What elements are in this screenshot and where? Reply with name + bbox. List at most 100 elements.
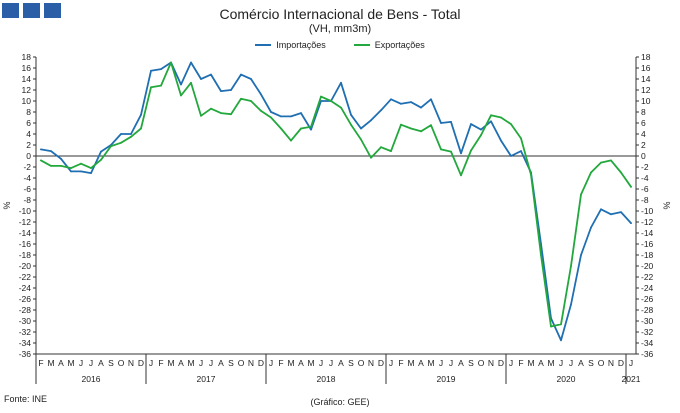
y-tick-label-left: -22: [19, 272, 32, 282]
x-tick-label-month: J: [89, 358, 93, 368]
brand-logo-block: [44, 3, 61, 18]
y-tick-label-left: -6: [23, 184, 31, 194]
y-tick-label-right: 18: [641, 52, 651, 62]
data-point-importacoes: [490, 120, 492, 123]
x-tick-label-month: N: [608, 358, 614, 368]
legend-item-exportacoes: Exportações: [353, 40, 425, 50]
data-point-importacoes: [420, 106, 422, 109]
data-point-exportacoes: [550, 325, 552, 328]
data-point-exportacoes: [470, 149, 472, 152]
data-point-exportacoes: [460, 174, 462, 177]
footer-credit: (Gráfico: GEE): [310, 397, 370, 407]
x-tick-label-month: J: [559, 358, 563, 368]
y-tick-label-right: 10: [641, 96, 651, 106]
data-point-importacoes: [250, 78, 252, 80]
y-tick-label-left: 6: [26, 118, 31, 128]
series-line-exportacoes: [40, 61, 632, 328]
data-point-exportacoes: [400, 123, 402, 126]
data-point-exportacoes: [80, 162, 82, 165]
x-tick-label-month: J: [509, 358, 513, 368]
x-tick-label-month: M: [547, 358, 554, 368]
y-tick-label-left: -32: [19, 327, 32, 337]
x-tick-label-month: J: [209, 358, 213, 368]
data-point-importacoes: [380, 109, 382, 112]
x-tick-label-year: 2020: [557, 374, 576, 384]
data-point-importacoes: [130, 133, 132, 135]
data-point-importacoes: [290, 115, 292, 118]
data-point-exportacoes: [560, 323, 562, 326]
data-point-exportacoes: [350, 123, 352, 126]
data-point-importacoes: [580, 254, 582, 256]
y-tick-label-left: 4: [26, 129, 31, 139]
x-tick-label-month: A: [418, 358, 424, 368]
x-tick-label-month: F: [158, 358, 163, 368]
x-tick-label-month: O: [478, 358, 485, 368]
x-tick-label-month: D: [138, 358, 144, 368]
y-tick-label-left: -14: [19, 228, 32, 238]
data-point-importacoes: [210, 73, 212, 76]
data-point-exportacoes: [210, 107, 212, 110]
data-point-exportacoes: [570, 265, 572, 267]
x-tick-label-month: J: [569, 358, 573, 368]
data-point-exportacoes: [600, 161, 602, 164]
data-point-exportacoes: [300, 127, 302, 130]
y-tick-label-left: -36: [19, 349, 32, 359]
y-axis-label-right: %: [662, 201, 672, 209]
data-point-exportacoes: [240, 97, 242, 100]
data-point-exportacoes: [150, 86, 152, 89]
legend-label-exportacoes: Exportações: [374, 40, 425, 50]
data-point-exportacoes: [60, 165, 62, 167]
data-point-exportacoes: [620, 171, 622, 174]
x-tick-label-month: A: [338, 358, 344, 368]
x-tick-label-month: M: [167, 358, 174, 368]
x-tick-label-month: A: [538, 358, 544, 368]
data-point-exportacoes: [420, 130, 422, 133]
data-point-importacoes: [570, 303, 572, 306]
data-point-exportacoes: [390, 150, 392, 153]
data-point-importacoes: [200, 78, 202, 80]
data-point-importacoes: [280, 115, 282, 118]
x-tick-label-month: J: [389, 358, 393, 368]
x-tick-label-month: A: [58, 358, 64, 368]
y-tick-label-left: -28: [19, 305, 32, 315]
data-point-exportacoes: [40, 159, 42, 162]
x-tick-label-month: S: [588, 358, 594, 368]
data-point-importacoes: [230, 89, 232, 91]
data-point-importacoes: [100, 150, 102, 153]
data-point-exportacoes: [270, 116, 272, 119]
y-tick-label-right: -12: [641, 217, 654, 227]
y-axis-label-left: %: [2, 201, 12, 209]
data-point-importacoes: [90, 172, 92, 175]
brand-logo-block: [23, 3, 40, 18]
data-point-exportacoes: [520, 137, 522, 140]
data-point-exportacoes: [140, 127, 142, 130]
data-point-exportacoes: [630, 185, 632, 188]
data-point-exportacoes: [370, 156, 372, 159]
legend: Importações Exportações: [0, 40, 680, 50]
data-point-importacoes: [80, 170, 82, 173]
data-point-importacoes: [190, 61, 192, 64]
data-point-importacoes: [50, 150, 52, 153]
y-tick-label-right: -16: [641, 239, 654, 249]
data-point-importacoes: [360, 127, 362, 130]
y-tick-label-right: 14: [641, 74, 651, 84]
y-tick-label-right: 8: [641, 107, 646, 117]
data-point-exportacoes: [220, 112, 222, 114]
data-point-importacoes: [590, 226, 592, 229]
data-point-importacoes: [430, 98, 432, 101]
y-tick-label-right: -10: [641, 206, 654, 216]
y-tick-label-left: -30: [19, 316, 32, 326]
data-point-importacoes: [150, 69, 152, 72]
chart-title: Comércio Internacional de Bens - Total: [219, 6, 461, 22]
data-point-importacoes: [600, 208, 602, 211]
x-tick-label-month: N: [248, 358, 254, 368]
data-point-exportacoes: [280, 127, 282, 130]
x-tick-label-month: D: [618, 358, 624, 368]
chart-subtitle: (VH, mm3m): [308, 23, 372, 35]
data-point-exportacoes: [120, 141, 122, 144]
y-tick-label-left: 14: [22, 74, 32, 84]
x-tick-label-month: N: [128, 358, 134, 368]
data-point-exportacoes: [380, 146, 382, 149]
